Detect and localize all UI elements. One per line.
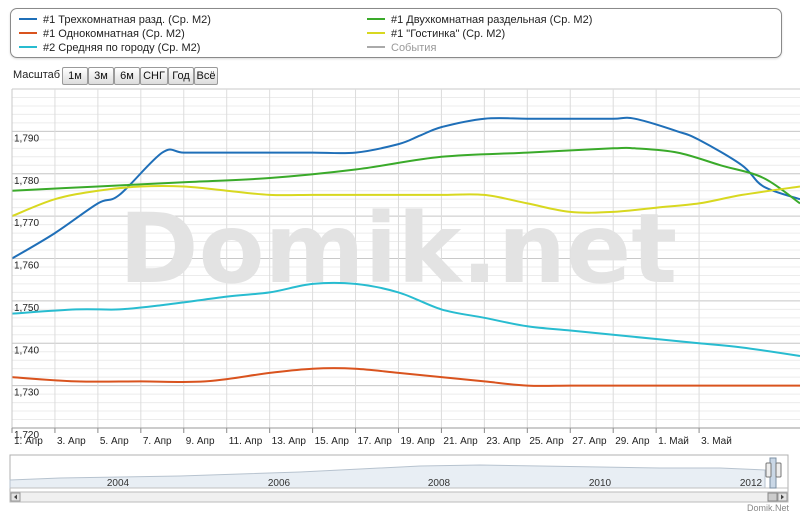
navigator-year-label: 2006: [268, 478, 291, 489]
navigator-year-label: 2004: [107, 478, 130, 489]
x-tick-label: 3. Апр: [57, 436, 86, 447]
series-line-5[interactable]: [11, 367, 800, 387]
legend-item[interactable]: #1 Трехкомнатная разд. (Ср. М2): [19, 13, 211, 27]
y-tick-label: 1,740: [14, 345, 39, 356]
watermark: Domik.net: [119, 193, 677, 305]
y-tick-label: 1,750: [14, 303, 39, 314]
x-tick-label: 27. Апр: [572, 436, 607, 447]
navigator-right-handle[interactable]: [775, 462, 782, 478]
y-tick-label: 1,780: [14, 176, 39, 187]
scrollbar[interactable]: [9, 491, 789, 503]
legend-item[interactable]: #2 Средняя по городу (Ср. М2): [19, 41, 200, 55]
x-tick-label: 1. Май: [658, 436, 689, 447]
zoom-button-3[interactable]: 6м: [114, 67, 140, 85]
x-tick-label: 1. Апр: [14, 436, 43, 447]
zoom-button-5[interactable]: Год: [168, 67, 194, 85]
legend-label: #1 "Гостинка" (Ср. М2): [391, 28, 506, 40]
legend-swatch: [19, 46, 37, 49]
legend-item[interactable]: События: [367, 41, 436, 55]
arrow-right-icon: [781, 494, 784, 500]
legend-swatch: [367, 18, 385, 21]
zoom-button-6[interactable]: Всё: [194, 67, 218, 85]
x-tick-label: 7. Апр: [143, 436, 172, 447]
x-tick-label: 19. Апр: [400, 436, 435, 447]
series-line-3[interactable]: [11, 184, 800, 218]
legend-label: #2 Средняя по городу (Ср. М2): [43, 42, 201, 54]
series-line-2[interactable]: [11, 146, 800, 205]
credits[interactable]: Domik.Net: [747, 503, 790, 513]
legend: #1 Трехкомнатная разд. (Ср. М2) #1 Одноко…: [10, 8, 782, 58]
x-tick-label: 25. Апр: [529, 436, 564, 447]
x-tick-label: 13. Апр: [272, 436, 307, 447]
scrollbar-thumb[interactable]: [767, 492, 778, 502]
zoom-button-1[interactable]: 1м: [62, 67, 88, 85]
navigator-left-handle[interactable]: [765, 462, 772, 478]
legend-item[interactable]: #1 "Гостинка" (Ср. М2): [367, 27, 505, 41]
zoom-label: Масштаб: [13, 69, 61, 81]
series-line-4[interactable]: [11, 281, 800, 357]
x-tick-label: 23. Апр: [486, 436, 521, 447]
x-tick-label: 17. Апр: [358, 436, 393, 447]
x-tick-label: 21. Апр: [443, 436, 478, 447]
x-tick-label: 29. Апр: [615, 436, 650, 447]
y-tick-label: 1,790: [14, 133, 39, 144]
arrow-left-icon: [14, 494, 17, 500]
legend-swatch: [367, 46, 385, 49]
y-axis: 1,720 1,730 1,740 1,750 1,760 1,770 1,780 1,790: [14, 133, 39, 441]
legend-swatch: [367, 32, 385, 35]
series-line-1[interactable]: [11, 116, 800, 260]
navigator-year-label: 2010: [589, 478, 612, 489]
x-tick-label: 3. Май: [701, 436, 732, 447]
x-axis: 1. Апр 3. Апр 5. Апр 7. Апр 9. Апр 11. Апр 13.…: [11, 428, 732, 447]
series-layer: [11, 116, 800, 387]
y-tick-label: 1,770: [14, 218, 39, 229]
legend-label: #1 Двухкомнатная раздельная (Ср. М2): [391, 14, 593, 26]
x-tick-label: 15. Апр: [315, 436, 350, 447]
zoom-button-4[interactable]: СНГ: [140, 67, 168, 85]
x-tick-label: 11. Апр: [229, 436, 263, 447]
y-tick-label: 1,730: [14, 388, 39, 399]
scrollbar-track[interactable]: [9, 491, 789, 503]
navigator-year-labels: 2004 2006 2008 2010 2012: [107, 478, 763, 489]
x-tick-label: 9. Апр: [186, 436, 215, 447]
y-tick-label: 1,760: [14, 261, 39, 272]
legend-item[interactable]: #1 Двухкомнатная раздельная (Ср. М2): [367, 13, 592, 27]
legend-label: #1 Однокомнатная (Ср. М2): [43, 28, 185, 40]
legend-label: События: [391, 42, 437, 54]
navigator-year-label: 2008: [428, 478, 451, 489]
legend-item[interactable]: #1 Однокомнатная (Ср. М2): [19, 27, 185, 41]
zoom-button-2[interactable]: 3м: [88, 67, 114, 85]
x-tick-label: 5. Апр: [100, 436, 129, 447]
legend-swatch: [19, 18, 37, 21]
y-tick-label: 1,720: [14, 430, 39, 441]
legend-swatch: [19, 32, 37, 35]
legend-label: #1 Трехкомнатная разд. (Ср. М2): [43, 14, 211, 26]
navigator-year-label: 2012: [740, 478, 763, 489]
